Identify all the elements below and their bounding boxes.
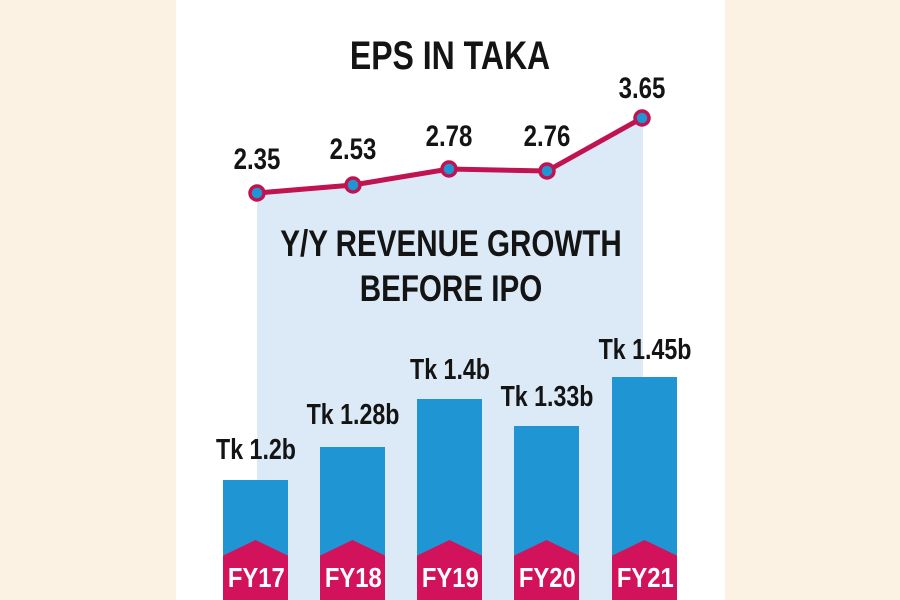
revenue-chart-title: Y/Y REVENUE GROWTH BEFORE IPO [251,221,651,311]
revenue-value-label-fy18: Tk 1.28b [306,399,400,431]
revenue-bar-fy17: FY17 [223,480,288,600]
revenue-value-label-fy20: Tk 1.33b [500,381,594,413]
category-label-fy20: FY20 [518,562,576,593]
revenue-bar-fy18: FY18 [320,447,385,600]
data-point-marker-fy21 [633,109,651,127]
category-label-fy19: FY19 [421,562,479,593]
revenue-bar-fy20: FY20 [514,426,579,600]
data-point-marker-fy20 [538,162,556,180]
eps-chart-title: EPS IN TAKA [349,34,551,78]
data-point-marker-fy17 [248,184,266,202]
eps-value-label-fy18: 2.53 [329,133,377,166]
category-label-fy18: FY18 [324,562,382,593]
category-label-fy17: FY17 [227,562,285,593]
data-point-marker-fy18 [344,176,362,194]
revenue-chart-title-line1: Y/Y REVENUE GROWTH [280,223,622,264]
data-point-marker-fy19 [440,160,458,178]
revenue-bar-fy19: FY19 [417,399,482,600]
revenue-chart-title-line2: BEFORE IPO [359,268,543,309]
revenue-bar-fy21: FY21 [612,377,677,600]
eps-value-label-fy21: 3.65 [618,72,666,105]
revenue-value-label-fy17: Tk 1.2b [216,434,296,466]
category-label-fy21: FY21 [616,562,674,593]
revenue-value-label-fy21: Tk 1.45b [598,334,692,366]
eps-value-label-fy17: 2.35 [233,143,281,176]
eps-value-label-fy19: 2.78 [425,120,473,153]
revenue-value-label-fy19: Tk 1.4b [410,354,490,386]
eps-value-label-fy20: 2.76 [523,120,571,153]
